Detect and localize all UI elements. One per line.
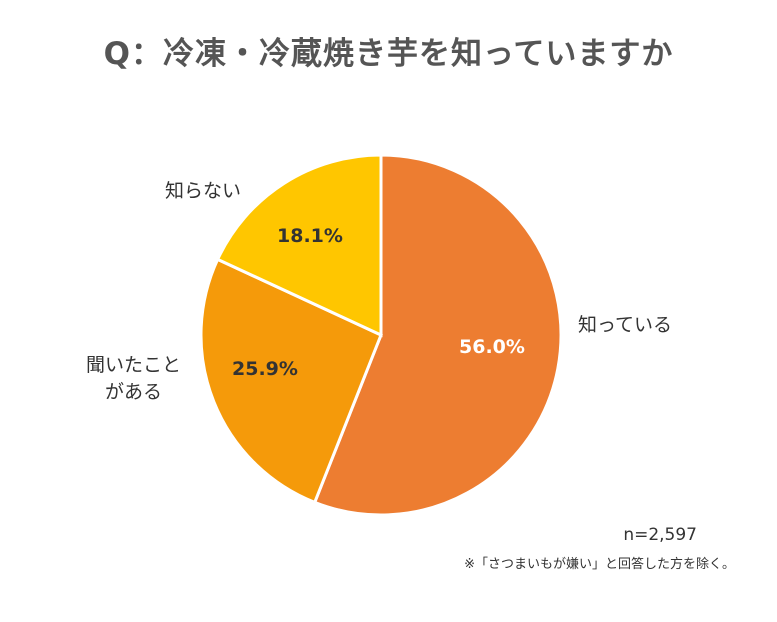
pct-heard: 25.9% — [232, 358, 298, 380]
label-heard-line2: がある — [105, 381, 163, 403]
label-heard: 聞いたこと がある — [86, 352, 181, 406]
sample-size: n=2,597 — [623, 525, 697, 545]
footnote: ※「さつまいもが嫌い」と回答した方を除く。 — [464, 557, 735, 572]
label-unknown: 知らない — [165, 180, 242, 202]
pct-known: 56.0% — [459, 336, 525, 358]
chart-title: Q：冷凍・冷蔵焼き芋を知っていますか — [103, 36, 674, 72]
label-heard-line1: 聞いたこと — [86, 354, 182, 376]
label-known: 知っている — [578, 314, 673, 336]
pct-unknown: 18.1% — [277, 225, 343, 247]
slice-known — [312, 153, 563, 517]
slice-unknown — [215, 153, 383, 338]
slice-heard — [199, 257, 383, 505]
